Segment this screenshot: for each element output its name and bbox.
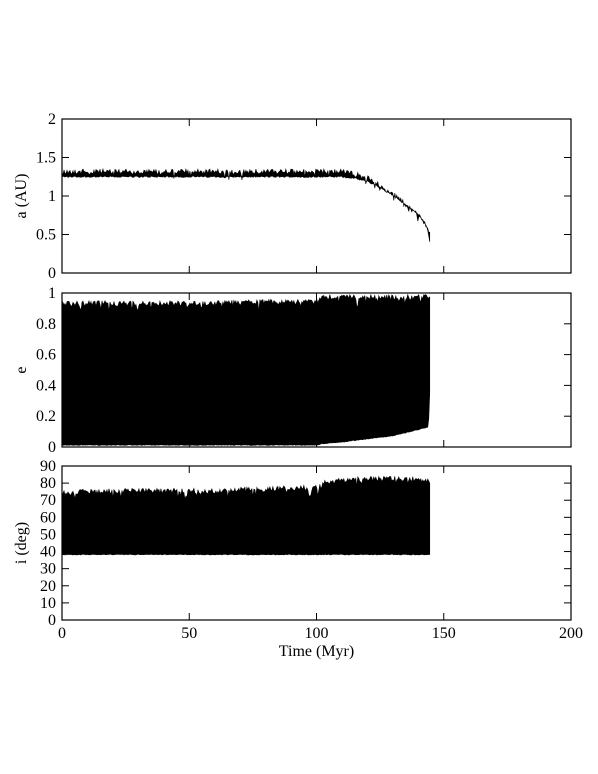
panel-a-y-tick-label: 0.5 [36, 227, 56, 244]
panel-a-frame [61, 118, 572, 274]
panel-i-y-tick-label: 40 [40, 544, 56, 561]
panel-i-y-tick-label: 30 [40, 561, 56, 578]
panel-i-y-tick-label: 0 [48, 612, 56, 629]
panel-i-x-tick-label: 150 [432, 625, 456, 642]
panel-i-y-tick-label: 80 [40, 475, 56, 492]
panel-a-y-tick-label: 0 [48, 265, 56, 282]
panel-i-y-tick-label: 70 [40, 492, 56, 509]
panel-e-y-tick-label: 0.2 [36, 408, 56, 425]
panel-i-x-tick-label: 100 [305, 625, 329, 642]
panel-a-y-tick-label: 1.5 [36, 150, 56, 167]
panel-i-x-tick-label: 0 [58, 625, 66, 642]
panel-e-y-tick-label: 1 [48, 285, 56, 302]
panel-e-y-tick-label: 0.4 [36, 377, 56, 394]
panel-e-y-tick-label: 0 [48, 439, 56, 456]
panel-a-y-axis-label: a (AU) [13, 174, 30, 219]
panel-i-x-tick-label: 200 [559, 625, 583, 642]
panel-i-y-tick-label: 50 [40, 526, 56, 543]
panel-i-y-tick-label: 90 [40, 458, 56, 475]
panel-e-series-band-0 [61, 293, 431, 446]
panel-i-y-tick-label: 60 [40, 509, 56, 526]
panel-e-y-axis-label: e [13, 366, 30, 373]
panel-i-y-axis-label: i (deg) [13, 522, 30, 564]
panel-i-x-axis-label: Time (Myr) [279, 643, 354, 660]
panel-i-x-tick-label: 50 [181, 625, 197, 642]
panel-a: 0 0.5 1 1.5 2 a (AU) [13, 111, 572, 282]
panel-e-y-tick-label: 0.6 [36, 347, 56, 364]
panel-a-y-tick-label: 1 [48, 188, 56, 205]
panel-e-y-tick-label: 0.8 [36, 316, 56, 333]
panel-e: 0 0.2 0.4 0.6 0.8 1 e [13, 285, 572, 456]
panel-a-y-tick-label: 2 [48, 111, 56, 128]
panel-a-series-band-0 [61, 167, 431, 242]
panel-i-series-band-0 [61, 475, 431, 556]
panel-i-y-tick-label: 20 [40, 578, 56, 595]
panel-i-y-tick-label: 10 [40, 595, 56, 612]
